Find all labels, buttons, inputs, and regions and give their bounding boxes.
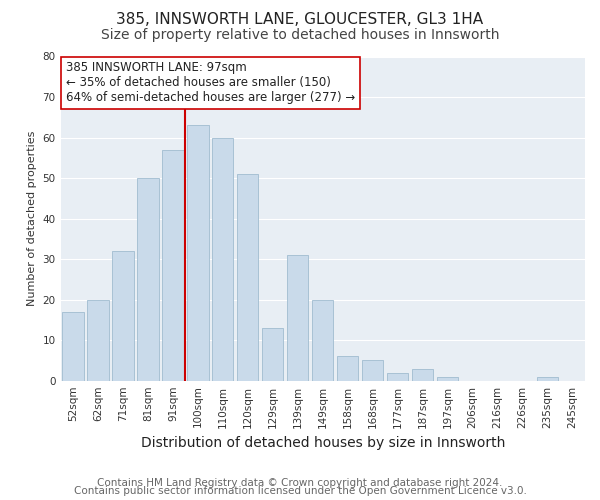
Text: Contains public sector information licensed under the Open Government Licence v3: Contains public sector information licen… bbox=[74, 486, 526, 496]
Bar bbox=[287, 255, 308, 380]
Bar bbox=[437, 376, 458, 380]
X-axis label: Distribution of detached houses by size in Innsworth: Distribution of detached houses by size … bbox=[140, 436, 505, 450]
Bar bbox=[412, 368, 433, 380]
Bar bbox=[262, 328, 283, 380]
Bar bbox=[312, 300, 334, 380]
Bar bbox=[237, 174, 259, 380]
Y-axis label: Number of detached properties: Number of detached properties bbox=[27, 131, 37, 306]
Bar bbox=[163, 150, 184, 380]
Text: Size of property relative to detached houses in Innsworth: Size of property relative to detached ho… bbox=[101, 28, 499, 42]
Bar bbox=[62, 312, 83, 380]
Bar bbox=[362, 360, 383, 380]
Text: 385 INNSWORTH LANE: 97sqm
← 35% of detached houses are smaller (150)
64% of semi: 385 INNSWORTH LANE: 97sqm ← 35% of detac… bbox=[66, 62, 355, 104]
Bar bbox=[387, 372, 409, 380]
Text: 385, INNSWORTH LANE, GLOUCESTER, GL3 1HA: 385, INNSWORTH LANE, GLOUCESTER, GL3 1HA bbox=[116, 12, 484, 28]
Bar bbox=[212, 138, 233, 380]
Bar bbox=[137, 178, 158, 380]
Bar bbox=[88, 300, 109, 380]
Text: Contains HM Land Registry data © Crown copyright and database right 2024.: Contains HM Land Registry data © Crown c… bbox=[97, 478, 503, 488]
Bar bbox=[337, 356, 358, 380]
Bar bbox=[537, 376, 558, 380]
Bar bbox=[112, 251, 134, 380]
Bar bbox=[187, 126, 209, 380]
